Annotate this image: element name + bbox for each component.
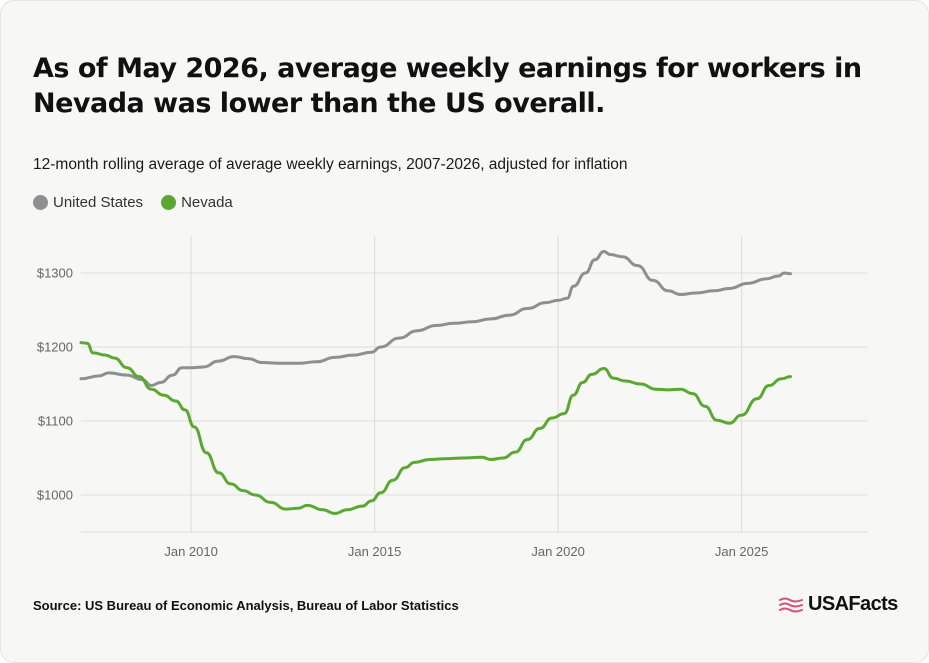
flag-icon: [779, 597, 803, 612]
legend-label-us: United States: [53, 194, 144, 211]
x-tick-label: Jan 2025: [715, 544, 769, 559]
legend-swatch-nevada: [161, 195, 177, 210]
logo-text: USAFacts: [808, 593, 898, 615]
y-tick-label: $1300: [37, 266, 73, 281]
legend-label-nevada: Nevada: [181, 194, 233, 211]
series-line-united-states: [79, 250, 792, 387]
y-tick-label: $1000: [37, 488, 73, 503]
legend: United States Nevada: [33, 194, 251, 211]
legend-swatch-us: [33, 195, 48, 210]
usafacts-logo: USAFacts: [779, 593, 898, 616]
chart-title: As of May 2026, average weekly earnings …: [33, 53, 862, 119]
x-tick-label: Jan 2015: [348, 544, 402, 559]
chart-subtitle: 12-month rolling average of average week…: [33, 156, 628, 173]
series-line-nevada: [79, 341, 792, 515]
source-note: Source: US Bureau of Economic Analysis, …: [33, 598, 459, 613]
legend-item-us: United States: [33, 194, 143, 211]
x-tick-label: Jan 2020: [531, 544, 585, 559]
y-tick-label: $1100: [38, 414, 73, 429]
y-tick-label: $1200: [37, 340, 73, 355]
legend-item-nevada: Nevada: [161, 194, 233, 211]
x-tick-label: Jan 2010: [164, 544, 218, 559]
